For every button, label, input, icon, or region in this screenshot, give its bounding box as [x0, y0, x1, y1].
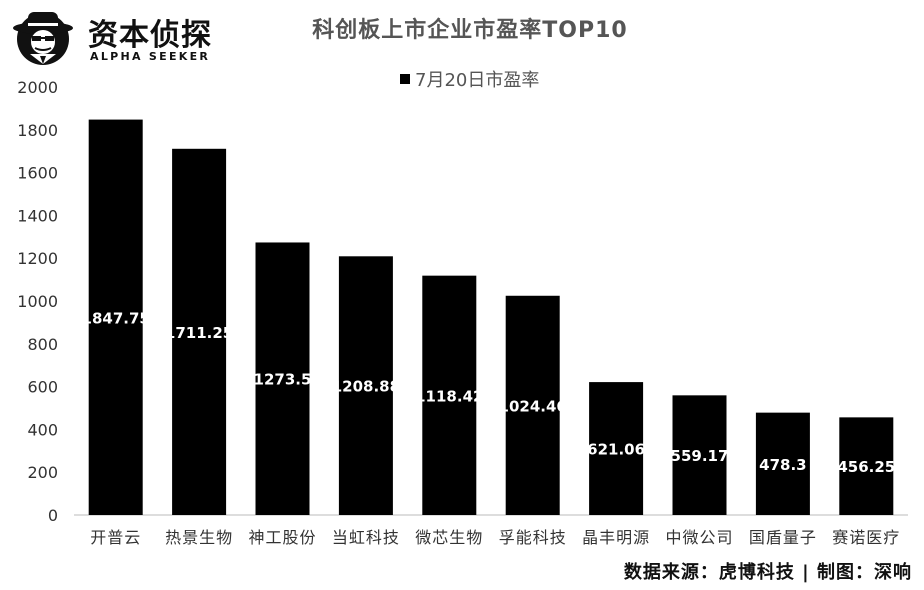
x-tick-label: 神工股份 [248, 528, 316, 547]
bar [338, 256, 393, 515]
x-tick-label: 晶丰明源 [582, 528, 650, 547]
data-label: 478.3 [759, 456, 806, 474]
x-tick-label: 国盾量子 [749, 528, 817, 547]
data-label: 1847.75 [82, 309, 150, 327]
x-tick-label: 微芯生物 [415, 528, 483, 547]
bar [422, 275, 477, 515]
bar [589, 382, 644, 515]
source-credit: 数据来源：虎博科技 | 制图：深响 [623, 562, 912, 583]
y-tick-label: 1800 [17, 121, 58, 140]
data-label: 1208.88 [332, 378, 400, 396]
data-label: 621.06 [587, 441, 645, 459]
bar [88, 119, 143, 516]
y-tick-label: 200 [27, 463, 58, 482]
bar [255, 242, 310, 515]
bar [839, 417, 894, 515]
legend-swatch [400, 74, 410, 84]
detective-icon [13, 12, 73, 65]
data-label: 1711.25 [165, 324, 233, 342]
bar [172, 148, 227, 516]
y-tick-label: 400 [27, 420, 58, 439]
y-tick-label: 1600 [17, 164, 58, 183]
x-tick-label: 孚能科技 [499, 528, 567, 547]
x-tick-label: 赛诺医疗 [832, 528, 900, 547]
y-tick-label: 1400 [17, 206, 58, 225]
data-label: 1118.42 [415, 387, 483, 405]
data-label: 1024.46 [499, 397, 567, 415]
bar [505, 295, 560, 515]
bar [755, 412, 810, 515]
y-tick-label: 1000 [17, 292, 58, 311]
y-tick-label: 800 [27, 335, 58, 354]
legend: 7月20日市盈率 [400, 66, 539, 92]
x-tick-label: 热景生物 [165, 528, 233, 547]
x-tick-label: 中微公司 [665, 528, 733, 547]
legend-label: 7月20日市盈率 [415, 70, 540, 91]
x-tick-label: 开普云 [90, 528, 141, 547]
x-tick-label: 当虹科技 [332, 528, 400, 547]
data-label: 559.17 [671, 447, 729, 465]
chart-title: 科创板上市企业市盈率TOP10 [312, 18, 628, 43]
bar [672, 395, 727, 515]
y-tick-label: 0 [48, 506, 58, 525]
y-tick-label: 600 [27, 378, 58, 397]
brand-tagline: ALPHA SEEKER [90, 50, 211, 63]
data-label: 456.25 [837, 458, 895, 476]
y-tick-label: 1200 [17, 249, 58, 268]
y-tick-label: 2000 [17, 78, 58, 97]
data-label: 1273.5 [254, 371, 312, 389]
brand-logo: 资本侦探 ALPHA SEEKER [10, 6, 240, 68]
brand-name: 资本侦探 [88, 18, 212, 53]
